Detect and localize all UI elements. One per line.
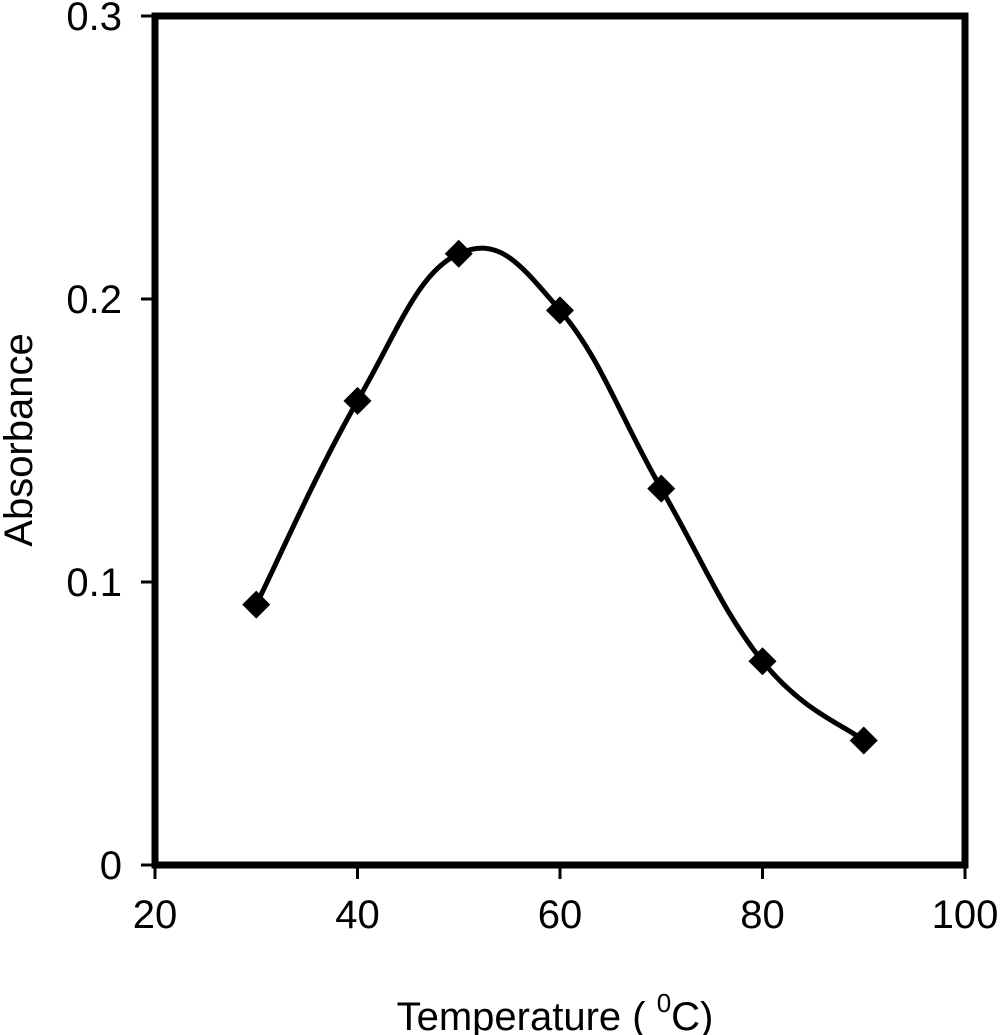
y-tick-label: 0.2 bbox=[66, 278, 122, 322]
x-tick-label: 20 bbox=[133, 893, 178, 937]
x-axis-title-suffix: C) bbox=[671, 995, 713, 1035]
data-point-marker bbox=[546, 296, 574, 325]
y-axis-tick-labels: 0 0.1 0.2 0.3 bbox=[66, 0, 122, 888]
y-tick-label: 0.1 bbox=[66, 561, 122, 605]
x-axis-tick-labels: 20 40 60 80 100 bbox=[133, 893, 999, 937]
data-point-marker bbox=[444, 239, 473, 268]
series-markers bbox=[242, 239, 878, 755]
data-point-marker bbox=[647, 474, 676, 503]
x-tick-label: 80 bbox=[740, 893, 785, 937]
data-point-marker bbox=[242, 590, 271, 619]
y-tick-label: 0 bbox=[100, 844, 122, 888]
plot-frame bbox=[151, 12, 969, 869]
x-axis-ticks bbox=[153, 865, 967, 879]
data-point-marker bbox=[343, 386, 372, 415]
x-axis-title-text: Temperature ( bbox=[397, 995, 657, 1035]
data-point-marker bbox=[849, 726, 878, 755]
y-axis-ticks bbox=[141, 14, 155, 867]
x-tick-label: 60 bbox=[538, 893, 583, 937]
x-axis-title: Temperature ( 0C) bbox=[397, 988, 714, 1035]
x-tick-label: 40 bbox=[335, 893, 380, 937]
y-axis-title: Absorbance bbox=[0, 333, 41, 546]
y-tick-label: 0.3 bbox=[66, 0, 122, 39]
x-axis-title-superscript: 0 bbox=[657, 988, 671, 1018]
data-point-marker bbox=[748, 647, 777, 676]
x-tick-label: 100 bbox=[932, 893, 999, 937]
